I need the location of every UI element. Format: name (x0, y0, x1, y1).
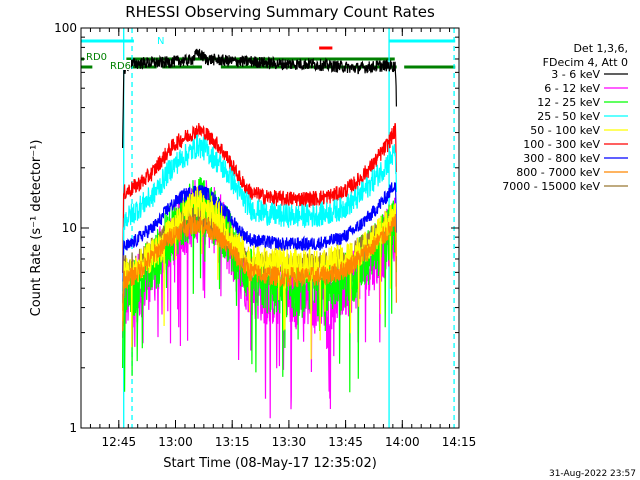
state-bar-n-1 (389, 39, 456, 43)
x-tick-label: 13:45 (328, 435, 363, 449)
state-label-bg (84, 51, 107, 61)
x-tick-label: 14:00 (385, 435, 420, 449)
y-axis-label: Count Rate (s⁻¹ detector⁻¹) (29, 140, 44, 317)
legend-header-line: Det 1,3,6, (573, 42, 628, 55)
y-tick-label: 100 (54, 21, 77, 35)
legend-entry-label: 6 - 12 keV (544, 82, 600, 95)
x-tick-label: 14:15 (442, 435, 477, 449)
x-tick-label: 13:30 (272, 435, 307, 449)
marker-layer (81, 28, 456, 428)
state-bar-rd6-0 (81, 65, 93, 69)
state-bar-rd6-2 (162, 65, 202, 69)
state-bar-rd6-1 (130, 65, 157, 69)
state-bar-n-0 (81, 39, 134, 43)
series-line-800-7000kev (122, 213, 397, 332)
x-tick-label: 12:45 (102, 435, 137, 449)
state-label-n: N (157, 36, 164, 47)
series-line-300-800kev (122, 182, 397, 304)
chart-title: RHESSI Observing Summary Count Rates (125, 3, 435, 21)
legend-entry-label: 3 - 6 keV (551, 68, 600, 81)
state-label-rd6: RD6 (110, 61, 131, 72)
x-tick-label: 13:00 (158, 435, 193, 449)
series-line-25-50kev (122, 134, 397, 292)
legend-entry-label: 25 - 50 keV (537, 110, 600, 123)
footer-timestamp: 31-Aug-2022 23:57 (549, 469, 636, 479)
legend-entry-label: 50 - 100 keV (530, 124, 600, 137)
series-line-100-300kev (122, 122, 397, 273)
x-axis-label: Start Time (08-May-17 12:35:02) (163, 456, 377, 471)
series-line-3-6kev (122, 48, 397, 149)
x-tick-label: 13:15 (215, 435, 250, 449)
state-label-rd0: RD0 (86, 52, 107, 63)
state-label-bg (108, 60, 131, 70)
legend-entry-label: 7000 - 15000 keV (502, 180, 600, 193)
legend-entry-label: 300 - 800 keV (523, 152, 600, 165)
legend-entry-label: 800 - 7000 keV (516, 166, 600, 179)
state-bar-rd6-5 (404, 65, 456, 69)
state-bar-flag-0 (319, 46, 333, 50)
state-bar-rd0-1 (126, 57, 395, 61)
legend-entry-label: 100 - 300 keV (523, 138, 600, 151)
series-layer (122, 48, 397, 419)
y-tick-label: 1 (69, 421, 77, 435)
legend-entry-label: 12 - 25 keV (537, 96, 600, 109)
y-tick-label: 10 (62, 221, 77, 235)
legend-header-line: FDecim 4, Att 0 (543, 56, 628, 69)
state-label-bg (155, 35, 164, 45)
